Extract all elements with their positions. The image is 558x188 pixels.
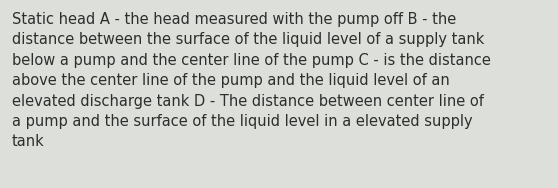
Text: Static head A - the head measured with the pump off B - the
distance between the: Static head A - the head measured with t…: [12, 12, 491, 149]
